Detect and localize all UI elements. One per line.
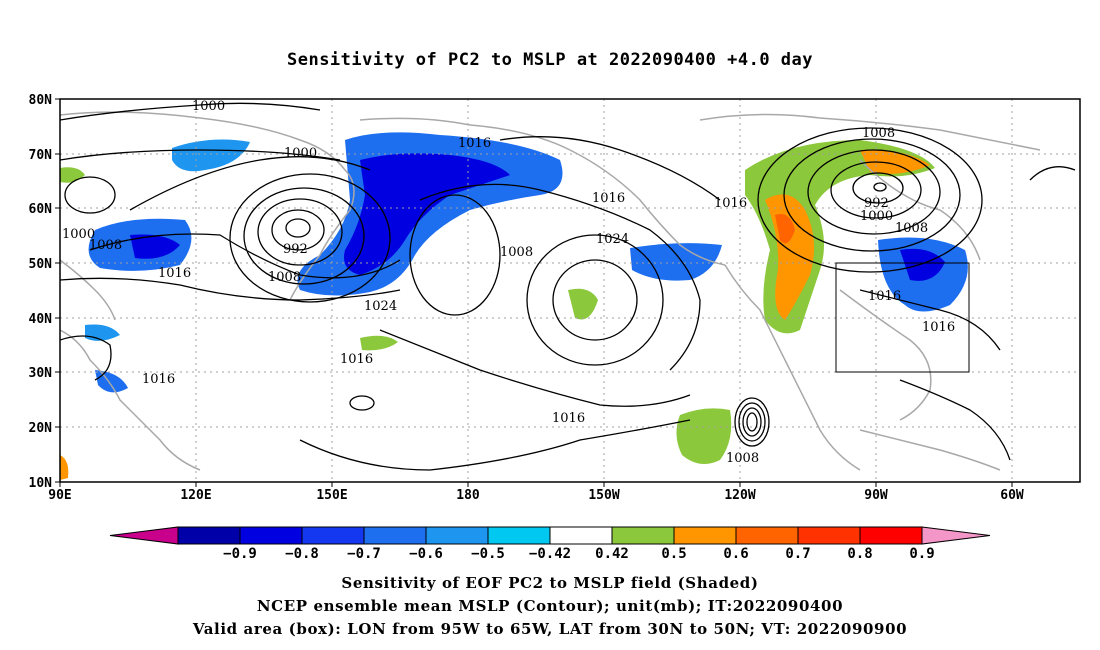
colorbar-swatch <box>549 526 613 545</box>
colorbar-label: −0.7 <box>347 546 381 562</box>
contour-label: 1016 <box>592 191 625 206</box>
lat-label: 40N <box>29 312 53 327</box>
contour-label: 1008 <box>89 238 122 253</box>
negative-core-east-canada <box>900 248 945 281</box>
colorbar-swatch <box>425 526 489 545</box>
graticule <box>60 99 1080 482</box>
contour-label: 1000 <box>62 227 95 242</box>
positive-region-left-edge2 <box>60 455 69 480</box>
contour-label: 1008 <box>862 126 895 141</box>
colorbar-label: 0.6 <box>723 546 748 562</box>
lon-label: 150E <box>316 488 347 503</box>
colorbar-swatch <box>611 526 675 545</box>
lat-label: 10N <box>29 476 53 491</box>
lon-label: 60W <box>1000 488 1024 503</box>
lon-label: 90W <box>864 488 888 503</box>
contour-label: 1008 <box>726 451 759 466</box>
positive-region-central-pacific-small <box>360 335 398 351</box>
colorbar-label: 0.7 <box>785 546 810 562</box>
colorbar-swatch <box>487 526 551 545</box>
colorbar-swatch <box>363 526 427 545</box>
contour-label: 1024 <box>364 299 397 314</box>
map-border <box>59 98 1081 483</box>
contour-label: 1016 <box>458 136 491 151</box>
caption-line-2: NCEP ensemble mean MSLP (Contour); unit(… <box>256 597 844 615</box>
positive-core2-north-america <box>775 214 795 244</box>
colorbar-arrow-high <box>921 526 991 545</box>
positive-region-hudson <box>860 149 930 174</box>
contour-label: 1016 <box>922 320 955 335</box>
lat-label: 50N <box>29 257 53 272</box>
colorbar-label: 0.9 <box>909 546 934 562</box>
contour-label-group: 1000 1000 1000 1008 992 1008 1016 1016 1… <box>62 99 955 466</box>
lon-label: 120E <box>180 488 211 503</box>
contour-label: 1008 <box>268 270 301 285</box>
latitude-labels: 80N 70N 60N 50N 40N 30N 20N 10N <box>29 93 53 491</box>
contour-label: 1016 <box>552 411 585 426</box>
plot-title: Sensitivity of PC2 to MSLP at 2022090400… <box>286 50 813 70</box>
positive-region-pacific-small <box>568 288 598 320</box>
negative-core-asia <box>130 234 180 259</box>
contour-label: 1016 <box>158 266 191 281</box>
longitude-labels: 90E 120E 150E 180 150W 120W 90W 60W <box>48 488 1024 503</box>
colorbar-label: −0.9 <box>223 546 257 562</box>
contour-label: 1000 <box>284 146 317 161</box>
negative-region-alaska <box>630 243 722 281</box>
shaded-sensitivity-layer <box>60 132 968 480</box>
lon-label: 180 <box>456 488 480 503</box>
mslp-contours <box>60 102 1076 471</box>
colorbar-swatch <box>797 526 861 545</box>
colorbar-label: −0.6 <box>409 546 443 562</box>
colorbar-label: −0.5 <box>471 546 505 562</box>
contour-label: 1016 <box>868 289 901 304</box>
caption-line-1: Sensitivity of EOF PC2 to MSLP field (Sh… <box>341 574 759 592</box>
colorbar-label: 0.42 <box>595 546 629 562</box>
lon-label: 150W <box>588 488 619 503</box>
lat-label: 80N <box>29 93 53 108</box>
contour-label: 1016 <box>142 372 175 387</box>
caption-line-3: Valid area (box): LON from 95W to 65W, L… <box>192 620 908 638</box>
colorbar-label: 0.5 <box>661 546 686 562</box>
colorbar-swatch <box>673 526 737 545</box>
contour-label: 992 <box>283 242 308 257</box>
colorbar-label: −0.8 <box>285 546 319 562</box>
lat-label: 60N <box>29 202 53 217</box>
lon-label: 90E <box>48 488 71 503</box>
colorbar-swatch <box>859 526 923 545</box>
lat-label: 30N <box>29 366 53 381</box>
lat-label: 70N <box>29 148 53 163</box>
contour-label: 1008 <box>500 245 533 260</box>
colorbar-arrow-low <box>109 526 179 545</box>
contour-label: 1000 <box>860 209 893 224</box>
colorbar: −0.9 −0.8 −0.7 −0.6 −0.5 −0.42 0.42 0.5 0.6 0.7 0.… <box>109 526 991 562</box>
contour-label: 1016 <box>340 352 373 367</box>
valid-area-box <box>835 262 970 373</box>
colorbar-swatch <box>735 526 799 545</box>
contour-label: 992 <box>864 196 889 211</box>
colorbar-label: 0.8 <box>847 546 872 562</box>
colorbar-swatch <box>301 526 365 545</box>
colorbar-swatch <box>239 526 303 545</box>
colorbar-label: −0.42 <box>529 546 571 562</box>
contour-label: 1008 <box>895 221 928 236</box>
lat-label: 20N <box>29 421 53 436</box>
contour-label: 1016 <box>714 196 747 211</box>
lon-label: 120W <box>724 488 755 503</box>
contour-label: 1024 <box>596 232 629 247</box>
positive-region-mexico <box>676 408 732 464</box>
colorbar-swatch <box>177 526 241 545</box>
axis-ticks <box>55 98 1013 487</box>
contour-label: 1000 <box>192 99 225 114</box>
coastlines <box>60 111 1041 471</box>
negative-region-siberia <box>172 139 250 172</box>
